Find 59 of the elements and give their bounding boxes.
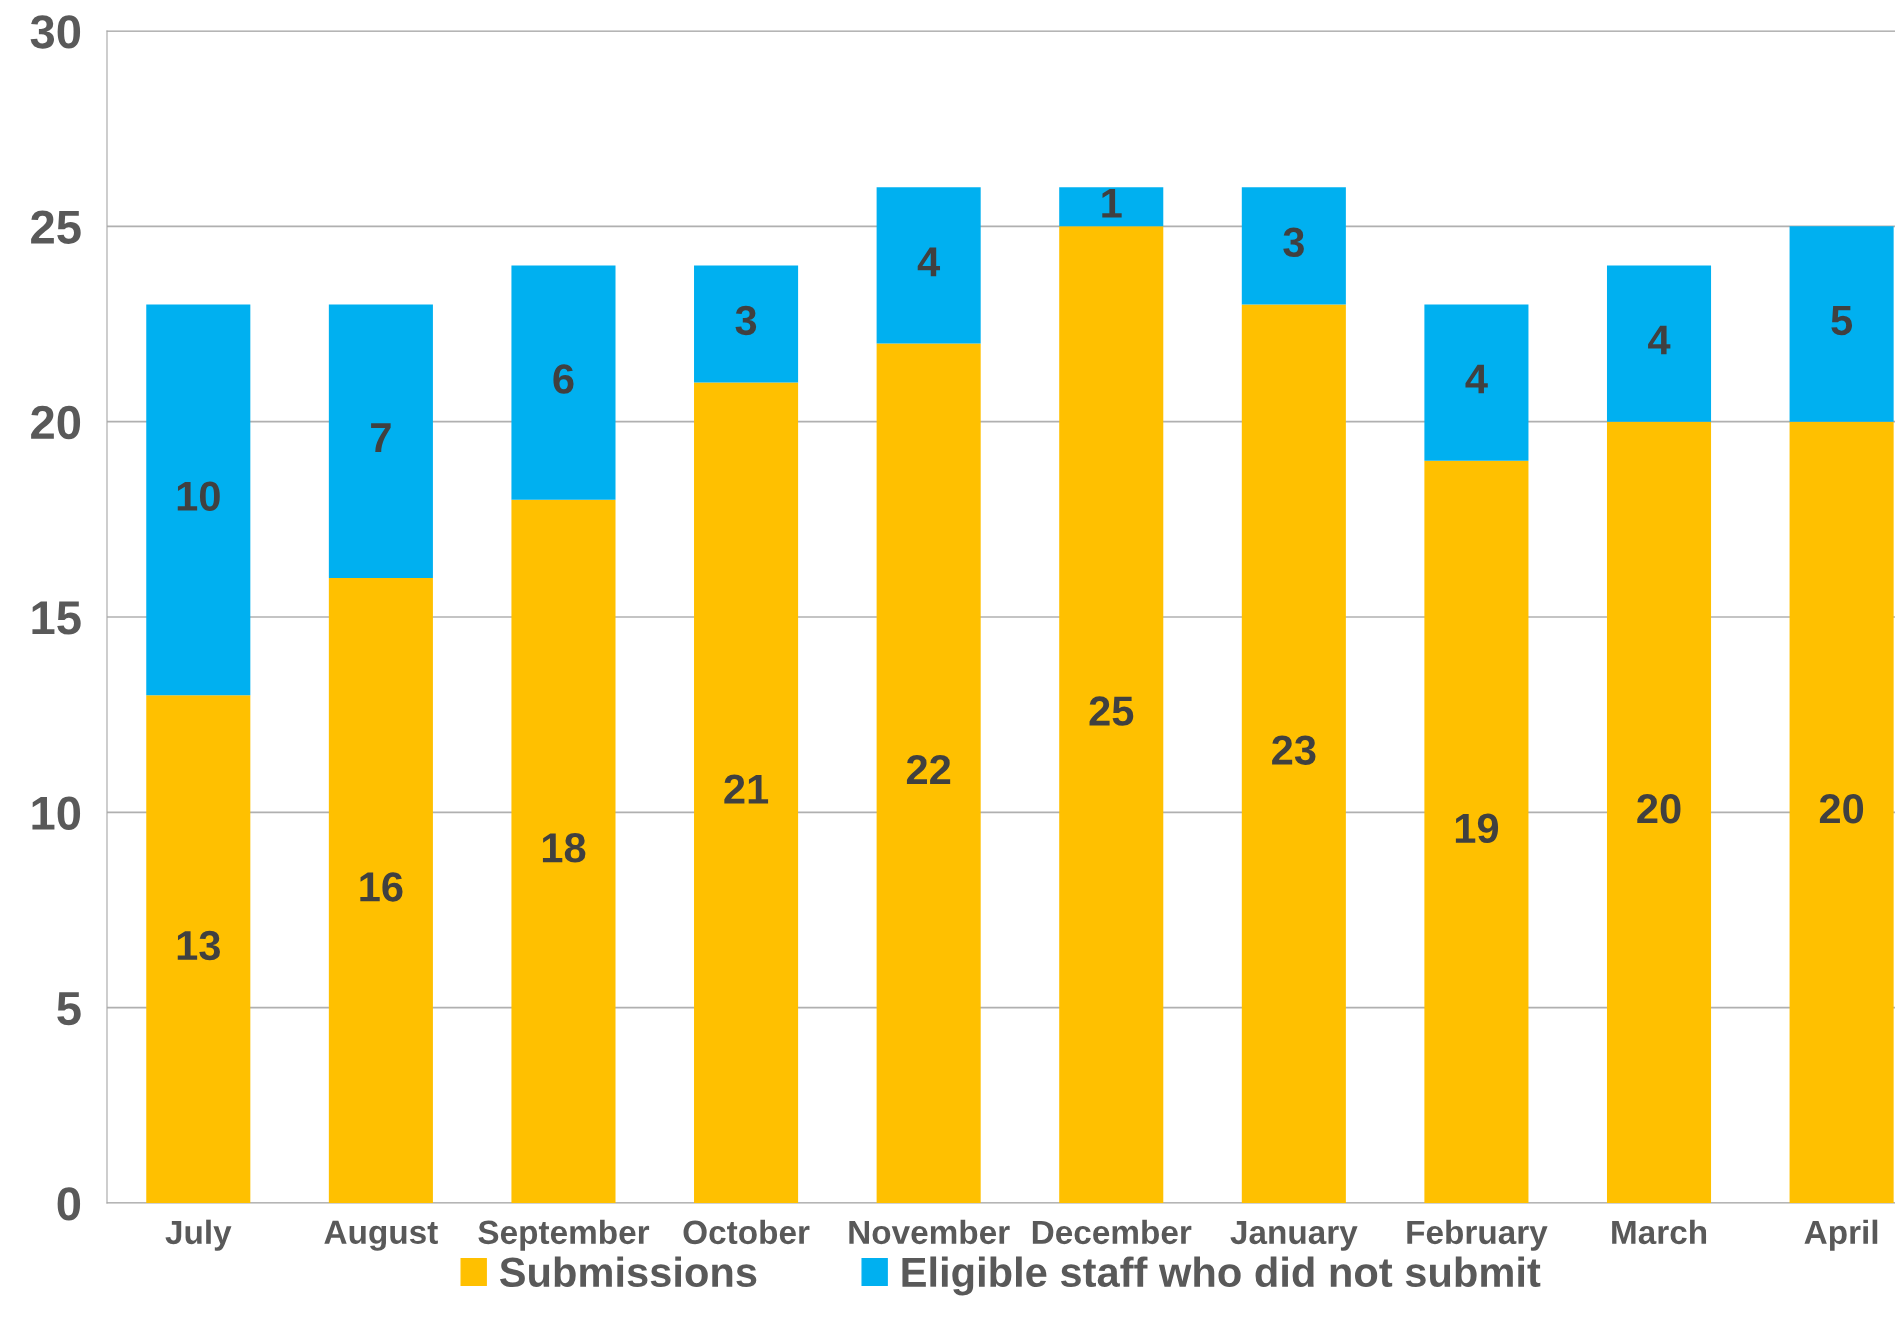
bar [146, 304, 251, 696]
x-tick-label: December [1032, 1219, 1192, 1245]
data-label: 10 [177, 481, 220, 511]
data-label: 19 [1455, 813, 1499, 844]
bar [146, 695, 251, 1203]
bar [876, 343, 981, 1203]
data-label: 4 [1465, 364, 1488, 394]
x-tick-label: November [849, 1219, 1010, 1245]
x-tick-label: March [1612, 1219, 1707, 1245]
bar [511, 499, 616, 1203]
x-tick-label: August [324, 1220, 438, 1251]
data-label: 5 [1831, 306, 1853, 336]
bar [511, 265, 616, 500]
data-label: 4 [917, 247, 941, 277]
data-label: 3 [735, 305, 757, 336]
y-tick-label: 10 [32, 796, 81, 830]
y-tick-label: 30 [30, 15, 81, 49]
y-tick-label: 0 [57, 1187, 81, 1221]
legend-label: Submissions [499, 1256, 757, 1288]
bar [694, 265, 799, 383]
bar [328, 304, 433, 578]
data-label: 25 [1089, 696, 1134, 726]
data-label: 3 [1283, 227, 1304, 258]
x-tick-label: January [1230, 1220, 1358, 1251]
y-tick-label: 5 [57, 992, 81, 1026]
data-label: 23 [1272, 735, 1316, 765]
legend-label: Eligible staff who did not submit [902, 1256, 1541, 1296]
y-tick-label: 20 [31, 405, 81, 440]
data-label: 22 [906, 754, 951, 785]
bar [1606, 421, 1712, 1203]
data-label: 20 [1637, 794, 1681, 824]
y-tick-label: 15 [32, 601, 81, 635]
bar [1241, 187, 1346, 305]
x-tick-label: April [1804, 1219, 1878, 1251]
bar [1059, 187, 1164, 227]
bar [694, 382, 799, 1203]
x-tick-label: February [1407, 1219, 1548, 1251]
x-tick-label: July [165, 1219, 232, 1251]
data-label: 18 [542, 833, 586, 863]
bar [876, 187, 981, 344]
bar [1789, 226, 1894, 422]
bar [1606, 265, 1712, 422]
bar [1789, 421, 1894, 1203]
bar [1241, 304, 1346, 1203]
data-label: 1 [1102, 188, 1122, 218]
data-label: 13 [177, 930, 220, 961]
data-label: 4 [1648, 325, 1671, 355]
x-tick-label: October [683, 1219, 810, 1245]
data-label: 16 [360, 872, 403, 902]
data-label: 7 [371, 423, 391, 452]
y-tick-label: 25 [31, 210, 81, 244]
data-label: 20 [1819, 794, 1864, 824]
bar [328, 577, 433, 1203]
data-label: 21 [724, 774, 769, 804]
bar [1059, 226, 1164, 1203]
bar [1424, 460, 1529, 1203]
x-tick-label: September [478, 1219, 650, 1251]
data-label: 6 [553, 364, 574, 394]
bar [1424, 304, 1529, 461]
